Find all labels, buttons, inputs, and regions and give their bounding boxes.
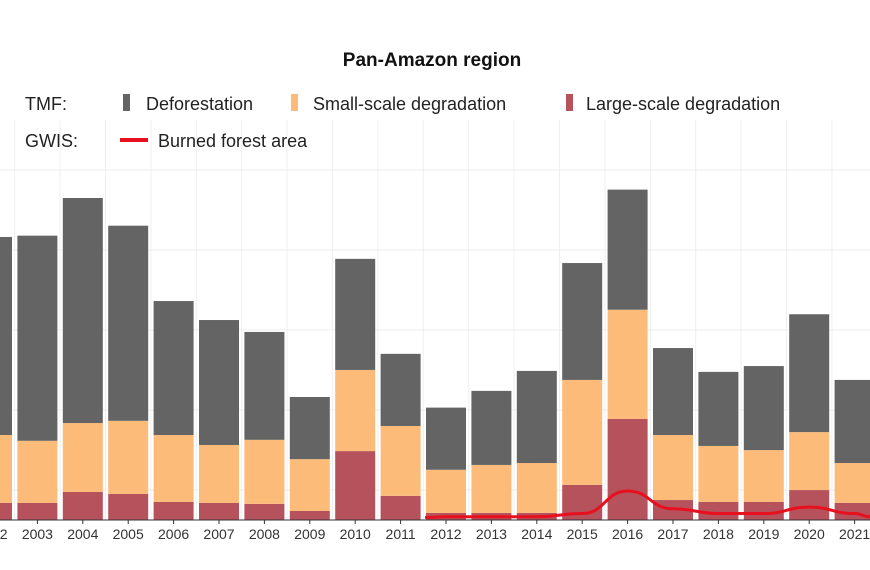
bar-deforestation-2009 [289,396,330,460]
bar-large-scale-degradation-2005 [108,493,149,520]
legend-deforestation: Deforestation [146,94,253,114]
bars [0,189,870,520]
bar-large-scale-degradation-2002 [0,502,12,520]
x-tick-label: 2006 [158,526,189,542]
legend-group-gwis: GWIS: [25,131,78,151]
chart-title: Pan-Amazon region [343,50,521,71]
bar-small-scale-degradation-2007 [199,444,239,503]
grid [0,120,870,520]
bar-small-scale-degradation-2004 [62,423,103,492]
bar-deforestation-2016 [607,189,648,310]
burned-line-group [424,489,870,519]
bar-large-scale-degradation-2020 [789,490,830,520]
bar-small-scale-degradation-2015 [562,379,603,485]
bar-large-scale-degradation-2010 [335,451,376,520]
bar-deforestation-2004 [62,198,103,424]
bar-deforestation-2014 [516,370,557,464]
bar-small-scale-degradation-2011 [380,425,421,496]
bar-deforestation-2010 [335,258,376,370]
bar-small-scale-degradation-2010 [335,369,376,452]
x-tick-label: 2002 [0,526,8,542]
x-tick-label: 2017 [657,526,688,542]
x-tick-label: 2010 [340,526,371,542]
bar-large-scale-degradation-2018 [698,501,739,520]
bar-small-scale-degradation-2006 [153,434,194,502]
bar-large-scale-degradation-2016 [607,418,648,520]
bar-large-scale-degradation-2004 [62,491,103,520]
bar-deforestation-2006 [153,301,194,435]
bar-small-scale-degradation-2008 [244,439,285,504]
bar-small-scale-degradation-2016 [607,309,648,419]
bar-large-scale-degradation-2007 [199,502,239,520]
legend-swatch-deforestation [123,94,130,111]
bar-small-scale-degradation-2012 [426,469,466,513]
bar-large-scale-degradation-2009 [289,510,330,520]
bar-deforestation-2003 [17,235,58,441]
bar-deforestation-2020 [789,314,830,433]
bar-small-scale-degradation-2003 [17,440,58,503]
bar-large-scale-degradation-2003 [17,502,58,520]
x-tick-label: 2012 [430,526,461,542]
x-tick-label: 2004 [67,526,98,542]
bar-small-scale-degradation-2014 [516,463,557,513]
bar-small-scale-degradation-2005 [108,420,149,494]
legend-small-scale: Small-scale degradation [313,94,506,114]
x-tick-label: 2007 [203,526,234,542]
bar-deforestation-2017 [653,348,693,435]
bar-small-scale-degradation-2021 [834,463,870,503]
x-tick-label: 2014 [521,526,552,542]
bar-small-scale-degradation-2002 [0,434,12,503]
legend-swatch-small-scale [291,94,298,111]
bar-deforestation-2013 [471,390,512,465]
x-tick-label: 2019 [748,526,779,542]
bar-large-scale-degradation-2006 [153,501,194,520]
x-tick-label: 2015 [567,526,598,542]
burned-forest-area-line [424,489,870,519]
x-tick-label: 2011 [386,526,416,542]
legend: TMF: Deforestation Small-scale degradati… [25,94,780,151]
bar-small-scale-degradation-2017 [653,434,693,501]
bar-small-scale-degradation-2020 [789,432,830,491]
legend-group-tmf: TMF: [25,94,67,114]
bar-small-scale-degradation-2009 [289,459,330,511]
bar-deforestation-2021 [834,379,870,464]
bar-deforestation-2012 [426,407,466,470]
bar-small-scale-degradation-2013 [471,464,512,513]
x-tick-label: 2009 [294,526,325,542]
x-tick-label: 2018 [703,526,734,542]
x-tick-label: 2005 [113,526,144,542]
bar-deforestation-2015 [562,263,603,380]
x-tick-label: 2021 [839,526,870,542]
x-axis: 2002 2003 2004 2005 2006 2007 2008 2009 2010 2011… [0,519,870,542]
bar-deforestation-2018 [698,371,739,446]
bar-small-scale-degradation-2018 [698,445,739,502]
bar-small-scale-degradation-2019 [743,450,784,502]
x-tick-label: 2013 [476,526,507,542]
x-tick-label: 2020 [794,526,825,542]
x-tick-label: 2008 [249,526,280,542]
bar-large-scale-degradation-2019 [743,501,784,520]
bar-deforestation-2011 [380,353,421,426]
x-tick-label: 2003 [22,526,53,542]
bar-large-scale-degradation-2008 [244,503,285,520]
bar-deforestation-2005 [108,225,149,421]
legend-burned: Burned forest area [158,131,308,151]
legend-swatch-large-scale [566,94,573,111]
bar-deforestation-2002 [0,236,12,435]
x-tick-label: 2016 [612,526,643,542]
bar-deforestation-2019 [743,366,784,451]
bar-large-scale-degradation-2011 [380,495,421,520]
bar-deforestation-2008 [244,331,285,440]
legend-large-scale: Large-scale degradation [586,94,780,114]
bar-deforestation-2007 [199,320,239,445]
